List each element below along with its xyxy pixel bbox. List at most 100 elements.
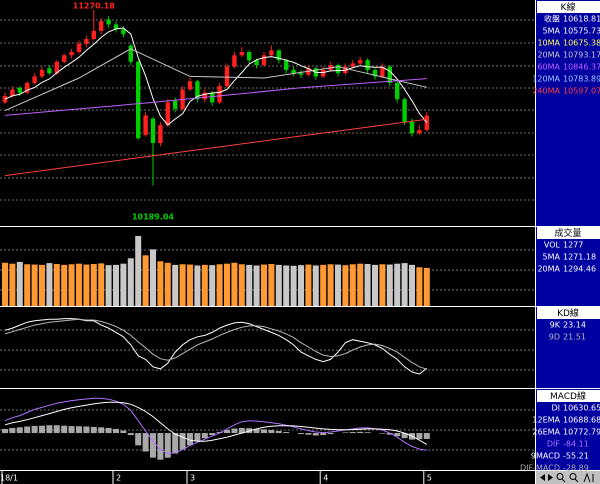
volume-bar (327, 264, 334, 306)
legend-header (537, 1, 600, 13)
scroll-right-button[interactable] (548, 474, 553, 481)
candle-body (284, 60, 289, 70)
indicator-line (4, 401, 428, 445)
indicator-line (4, 397, 427, 455)
legend-value: -55.21 (563, 452, 589, 461)
oscillator-bar (150, 433, 156, 458)
volume-bar (320, 264, 327, 306)
oscillator-bar (53, 425, 60, 434)
oscillator-bar (394, 433, 401, 437)
legend-value: -84.11 (563, 440, 589, 449)
oscillator-bar (187, 433, 193, 446)
candle-body (25, 82, 30, 93)
volume-bar (268, 263, 275, 306)
oscillator-bar (423, 433, 430, 439)
legend-value: -28.89 (563, 464, 589, 473)
oscillator-bar (261, 429, 267, 434)
volume-bar (135, 235, 142, 306)
legend-header (537, 227, 600, 239)
legend-name: 20MA (537, 265, 560, 274)
scroll-left-button[interactable] (540, 474, 545, 481)
x-tick-label: 4 (323, 474, 328, 483)
toolbar (536, 471, 600, 484)
oscillator-bar (275, 431, 282, 434)
legend-value: 10630.65 (563, 404, 600, 413)
legend-value: 10783.89 (563, 75, 600, 84)
oscillator-bar (120, 430, 127, 434)
candle-body (224, 66, 230, 87)
volume-bar (216, 264, 223, 306)
oscillator-bar (164, 433, 171, 458)
legend-value: 1294.46 (563, 265, 596, 274)
legend-value: 10793.17 (563, 51, 600, 60)
legend-value: 1271.18 (563, 253, 596, 262)
legend-name: VOL (544, 241, 561, 250)
candle-body (210, 92, 215, 103)
volume-bar (68, 264, 75, 306)
candle-body (276, 50, 281, 61)
volume-bar (76, 263, 82, 306)
tool-button[interactable] (583, 472, 594, 483)
oscillator-bar (194, 433, 201, 442)
volume-bar (46, 263, 53, 306)
candle-body (150, 118, 156, 144)
legend-name: DIF-MACD (520, 464, 560, 473)
legend-header (537, 390, 600, 402)
volume-bar (386, 264, 393, 306)
high-label: 11270.18 (73, 2, 115, 11)
oscillator-bar (76, 426, 82, 434)
volume-bar (24, 264, 31, 306)
candle-body (239, 52, 244, 56)
candle-body (143, 115, 148, 135)
volume-bar (423, 267, 430, 306)
volume-bar (16, 261, 23, 306)
candle-body (195, 81, 200, 100)
legend-name: 12EMA (532, 416, 560, 425)
volume-bar (127, 258, 134, 306)
x-tick-label: 18/1 (0, 474, 18, 483)
candle-body (424, 115, 429, 131)
indicator-line (4, 118, 427, 177)
oscillator-bar (268, 429, 275, 434)
volume-bar (261, 264, 267, 306)
zoom-out-button[interactable] (569, 473, 577, 480)
legend-name: DI (551, 404, 560, 413)
legend-title: KD線 (557, 307, 579, 319)
candle-body (187, 81, 193, 90)
candle-body (395, 82, 400, 100)
candle-body (232, 55, 237, 67)
candle-body (291, 69, 296, 74)
candle-body (321, 69, 326, 77)
oscillator-bar (142, 433, 149, 452)
oscillator-bar (46, 425, 53, 434)
zoom-in-button[interactable] (556, 473, 564, 480)
legend-value: 21.51 (563, 333, 586, 342)
volume-bar (2, 262, 8, 306)
volume-bar (172, 264, 179, 306)
legend-name: 240MA (532, 87, 560, 96)
zoom-in-handle (561, 478, 566, 483)
candle-body (76, 43, 82, 53)
candle-body (47, 68, 52, 74)
legend-name: DIF (547, 440, 561, 449)
volume-bar (98, 263, 105, 306)
volume-bar (409, 264, 415, 306)
legend-name: 20MA (537, 51, 560, 60)
legend-name: 9MACD (531, 452, 560, 461)
oscillator-bar (157, 433, 164, 460)
volume-bar (179, 264, 186, 306)
oscillator-bar (305, 433, 312, 435)
oscillator-bar (105, 427, 112, 434)
oscillator-bar (31, 425, 38, 434)
candle-body (39, 69, 45, 77)
candle-body (165, 102, 170, 126)
candle-body (62, 55, 67, 62)
candle-body (261, 55, 267, 66)
volume-bar (157, 261, 164, 306)
legend-value: 10846.37 (563, 63, 600, 72)
legend-value: 1277 (563, 241, 583, 250)
candle-body (173, 100, 178, 109)
legend-name: 60MA (537, 63, 560, 72)
volume-bar (231, 262, 238, 306)
